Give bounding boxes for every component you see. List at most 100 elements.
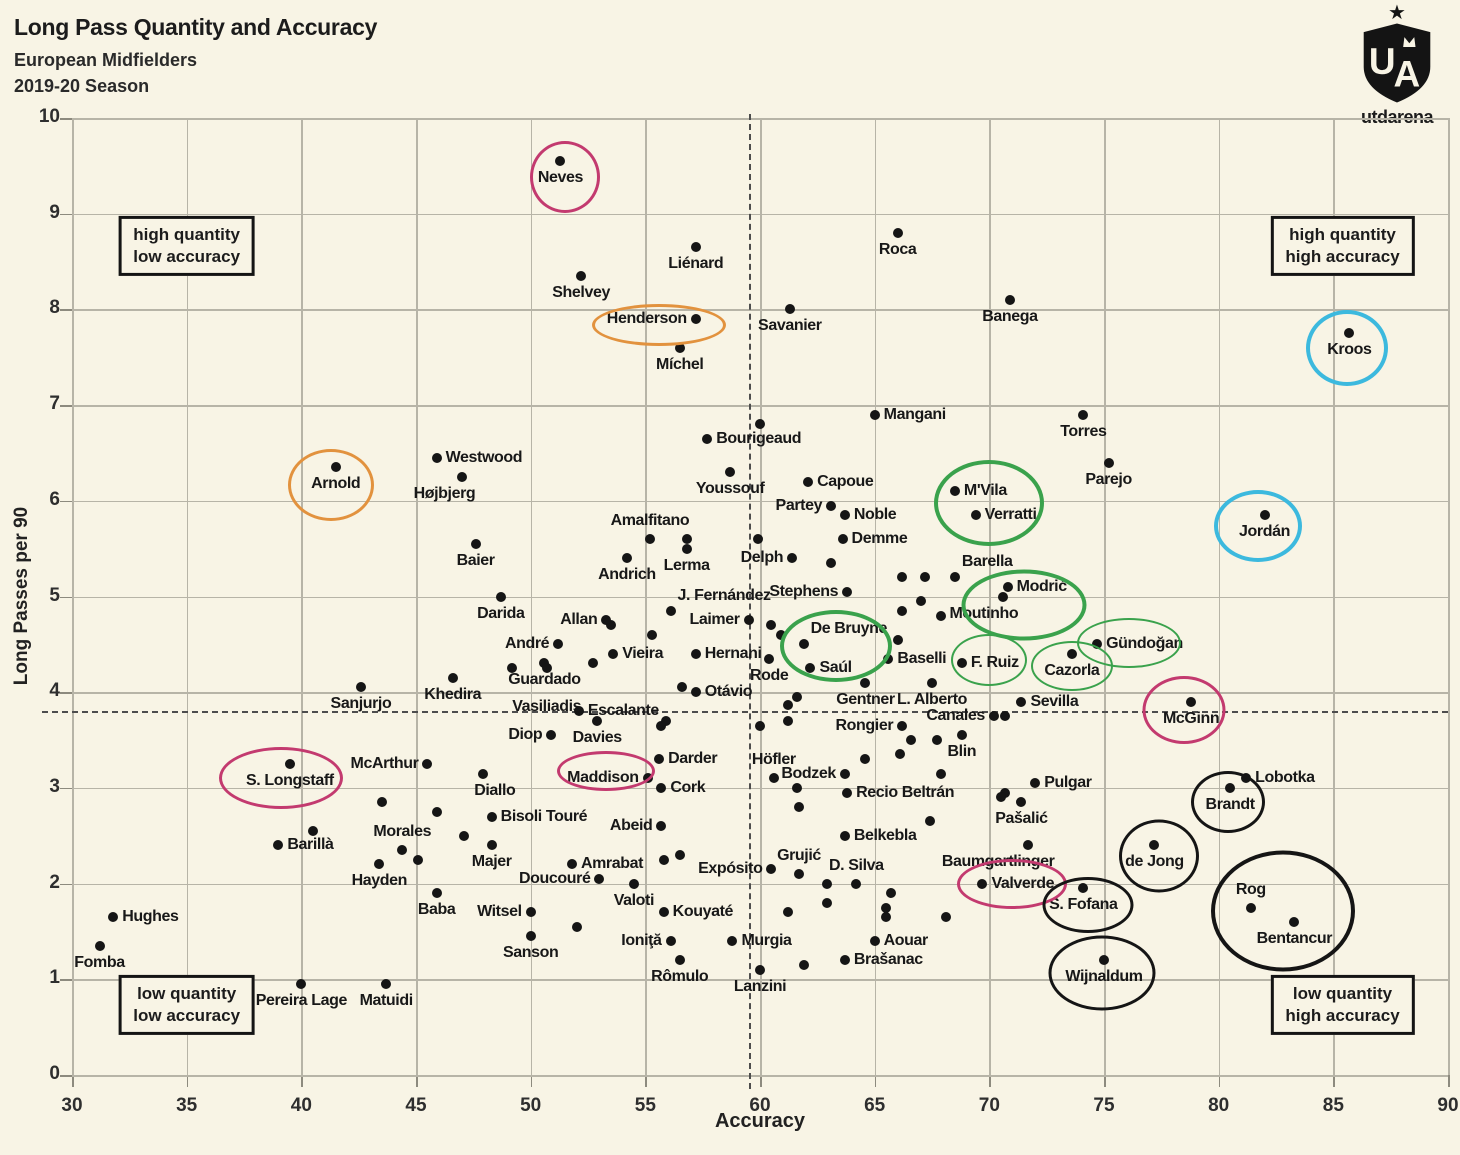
point-label: Hughes xyxy=(122,908,179,926)
y-tick-label: 3 xyxy=(49,775,60,797)
data-point xyxy=(839,955,850,966)
data-point xyxy=(860,677,871,688)
point-label: Pulgar xyxy=(1044,774,1092,792)
x-tick-label: 80 xyxy=(1208,1095,1230,1116)
data-point xyxy=(791,782,802,793)
axis-tick xyxy=(60,405,72,407)
point-label: Guardado xyxy=(508,671,581,689)
point-label: Højbjerg xyxy=(413,484,476,502)
axis-tick xyxy=(530,1075,533,1087)
point-label: Amrabat xyxy=(580,855,644,873)
highlight-circle xyxy=(1048,935,1156,1011)
highlight-circle xyxy=(961,569,1087,641)
point-label: Roca xyxy=(878,240,917,258)
data-point xyxy=(1000,787,1011,798)
point-label: Höfler xyxy=(751,751,796,769)
point-label: Parejo xyxy=(1085,470,1132,488)
point-label: Diop xyxy=(508,726,543,744)
point-label: Canales xyxy=(926,707,985,725)
data-point xyxy=(755,419,765,430)
point-label: Vasiliadis xyxy=(512,698,582,716)
y-axis-title: Long Passes per 90 xyxy=(11,506,32,686)
data-point xyxy=(422,758,433,769)
data-point xyxy=(525,931,536,942)
y-tick-label: 8 xyxy=(49,297,60,319)
data-point xyxy=(842,586,853,597)
x-tick-label: 85 xyxy=(1322,1095,1344,1116)
highlight-circle xyxy=(1213,489,1302,562)
gridline-y xyxy=(72,883,1448,886)
data-point xyxy=(869,936,880,947)
point-label: Recio Beltrán xyxy=(856,783,955,801)
data-point xyxy=(775,629,786,640)
gridline-y xyxy=(72,405,1448,407)
axis-tick xyxy=(1218,1075,1221,1087)
data-point xyxy=(1030,778,1041,789)
point-label: Otávio xyxy=(704,683,753,701)
data-point xyxy=(1023,840,1034,851)
axis-tick xyxy=(645,1075,647,1087)
gridline-y xyxy=(72,213,1448,216)
reference-line-horizontal xyxy=(42,711,1448,714)
point-label: Liénard xyxy=(668,255,724,273)
data-point xyxy=(665,936,676,947)
utdarena-logo: ★ U A utdarena xyxy=(1352,3,1442,128)
data-point xyxy=(592,715,603,726)
data-point xyxy=(376,797,387,808)
point-label: Bourigeaud xyxy=(716,429,802,447)
data-point xyxy=(681,534,692,545)
point-label: Matuidi xyxy=(359,992,414,1010)
data-point xyxy=(931,735,942,746)
data-point xyxy=(755,964,765,975)
data-point xyxy=(1000,711,1011,722)
data-point xyxy=(307,825,318,836)
x-tick-label: 40 xyxy=(290,1095,312,1116)
highlight-circle xyxy=(1306,309,1389,386)
point-label: Stephens xyxy=(769,582,839,600)
data-point xyxy=(839,768,850,779)
point-label: Torres xyxy=(1060,422,1107,440)
point-label: Sevilla xyxy=(1030,692,1079,710)
point-label: Davies xyxy=(572,728,623,746)
data-point xyxy=(949,572,960,583)
data-point xyxy=(674,955,685,966)
point-label: Andrich xyxy=(598,566,656,584)
point-label: L. Alberto xyxy=(896,690,968,708)
data-point xyxy=(431,806,442,817)
data-point xyxy=(94,940,105,951)
reference-line-vertical xyxy=(748,114,751,1089)
point-label: Morales xyxy=(373,823,432,841)
data-point xyxy=(601,615,612,626)
axis-tick xyxy=(989,1075,991,1087)
y-tick-label: 10 xyxy=(38,106,60,127)
data-point xyxy=(743,615,754,626)
point-label: Belkebla xyxy=(853,826,917,844)
data-point xyxy=(782,907,793,918)
data-point xyxy=(656,782,667,793)
data-point xyxy=(546,730,557,741)
y-tick-label: 9 xyxy=(49,201,60,223)
point-label: Allan xyxy=(560,611,598,629)
point-label: Khedira xyxy=(424,685,482,703)
highlight-circle xyxy=(1190,771,1265,834)
data-point xyxy=(690,242,701,253)
point-label: Witsel xyxy=(477,903,522,921)
point-label: Lanzini xyxy=(733,977,787,995)
data-point xyxy=(906,735,917,746)
data-point xyxy=(576,270,587,281)
data-point xyxy=(108,912,119,923)
ua-shield-crown-icon: U A xyxy=(1363,23,1431,103)
highlight-circle xyxy=(530,141,601,214)
data-point xyxy=(881,912,892,923)
point-label: Cork xyxy=(670,778,706,796)
data-point xyxy=(431,888,442,899)
data-point xyxy=(665,605,676,616)
data-point xyxy=(883,653,894,664)
point-label: Sanson xyxy=(502,944,559,962)
point-label: Shelvey xyxy=(552,283,610,301)
point-label: Noble xyxy=(853,506,897,524)
point-label: Rongier xyxy=(835,716,894,734)
data-point xyxy=(507,663,518,674)
point-label: Amalfitano xyxy=(610,512,690,530)
